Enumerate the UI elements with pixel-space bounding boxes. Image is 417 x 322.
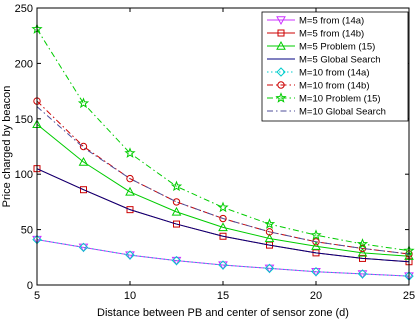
data-point xyxy=(126,206,134,214)
data-point xyxy=(77,97,90,109)
data-point xyxy=(263,218,276,229)
legend-entry-3: M=5 Problem (15) xyxy=(267,40,375,53)
legend-label: M=10 Problem (15) xyxy=(299,94,381,105)
data-point xyxy=(126,174,134,183)
data-point xyxy=(218,260,228,270)
y-tick-label: 50 xyxy=(21,225,33,237)
legend-entry-2: M=5 from (14b) xyxy=(267,29,364,40)
legend: M=5 from (14a) M=5 from (14b) M=5 Problem … xyxy=(261,11,409,122)
legend-entry-4: M=5 Global Search xyxy=(267,55,381,66)
data-point xyxy=(219,232,227,240)
legend-entry-1: M=5 from (14a) xyxy=(267,16,364,27)
series-4 xyxy=(36,168,410,263)
y-tick-label: 150 xyxy=(15,114,33,126)
data-point xyxy=(218,222,228,232)
x-tick-label: 15 xyxy=(217,290,229,302)
legend-label: M=10 from (14b) xyxy=(299,81,370,92)
data-point xyxy=(265,228,274,236)
data-point xyxy=(172,198,181,206)
series-8 xyxy=(36,106,410,255)
legend-label: M=5 Global Search xyxy=(299,55,381,66)
x-tick-label: 5 xyxy=(34,290,40,302)
y-tick-label: 0 xyxy=(27,280,33,292)
legend-label: M=5 Problem (15) xyxy=(299,42,375,53)
legend-entry-6: M=10 from (14b) xyxy=(267,81,370,92)
data-point xyxy=(311,266,321,277)
legend-swatch-marker xyxy=(276,40,286,50)
data-point xyxy=(171,256,182,266)
data-point xyxy=(312,238,320,246)
data-point xyxy=(170,180,183,192)
data-point xyxy=(357,269,368,279)
legend-label: M=10 from (14a) xyxy=(299,68,370,79)
data-point xyxy=(218,261,228,271)
series-line xyxy=(36,28,410,252)
series-3 xyxy=(32,119,414,260)
data-point xyxy=(311,241,321,250)
data-point xyxy=(125,186,135,196)
legend-swatch-marker xyxy=(277,81,285,89)
data-point xyxy=(79,142,88,151)
y-tick-label: 100 xyxy=(15,169,33,181)
series-line xyxy=(36,106,410,255)
series-line xyxy=(36,168,410,263)
data-point xyxy=(311,268,321,277)
data-point xyxy=(78,156,89,166)
y-axis-label: Price charged by beacon xyxy=(1,86,13,208)
data-point xyxy=(78,242,89,253)
data-point xyxy=(219,214,227,223)
data-point xyxy=(357,270,368,279)
legend-box xyxy=(261,11,409,122)
data-point xyxy=(217,201,229,213)
legend-swatch-marker xyxy=(276,67,286,77)
x-axis-label: Distance between PB and center of sensor… xyxy=(97,307,349,319)
y-tick-label: 200 xyxy=(15,58,33,70)
x-tick-label: 25 xyxy=(403,290,415,302)
legend-swatch-marker xyxy=(275,92,287,103)
y-tick-label: 250 xyxy=(15,3,33,15)
data-point xyxy=(356,238,369,249)
data-point xyxy=(264,233,275,243)
series-line xyxy=(36,123,410,257)
x-tick-label: 10 xyxy=(124,290,136,302)
series-line xyxy=(36,100,410,255)
legend-label: M=5 from (14b) xyxy=(299,29,364,40)
legend-label: M=5 from (14a) xyxy=(299,16,364,27)
data-point xyxy=(125,250,135,260)
series-line xyxy=(36,239,410,277)
data-point xyxy=(124,147,136,158)
series-layer xyxy=(31,23,415,282)
data-point xyxy=(80,186,87,194)
legend-entry-7: M=10 Problem (15) xyxy=(267,92,381,105)
data-point xyxy=(357,247,368,257)
data-point xyxy=(264,263,275,274)
data-point xyxy=(171,255,182,266)
legend-swatch-marker xyxy=(277,29,285,37)
x-tick-label: 20 xyxy=(310,290,322,302)
legend-entry-8: M=10 Global Search xyxy=(267,107,386,118)
data-point xyxy=(173,220,180,228)
legend-swatch-marker xyxy=(276,16,286,26)
legend-label: M=10 Global Search xyxy=(299,107,386,118)
data-point xyxy=(171,206,182,216)
data-point xyxy=(310,229,322,240)
legend-entry-5: M=10 from (14a) xyxy=(267,67,370,79)
